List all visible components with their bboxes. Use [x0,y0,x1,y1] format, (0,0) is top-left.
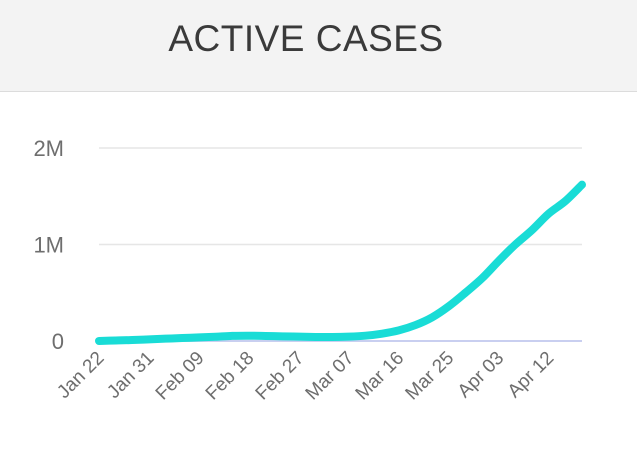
chart-title: ACTIVE CASES [168,18,444,59]
x-tick-label: Jan 22 [53,348,108,403]
gridlines [99,147,582,342]
x-tick-label: Feb 18 [202,348,259,405]
y-tick-label: 2M [33,136,64,161]
y-tick-label: 0 [52,329,64,354]
x-tick-label: Feb 27 [252,348,309,405]
series-lines [95,180,586,345]
x-tick-label: Jan 31 [103,348,158,403]
x-tick-label: Mar 25 [402,348,459,405]
active-cases-line [95,180,586,345]
chart-header: ACTIVE CASES [0,0,637,92]
x-tick-label: Mar 16 [352,348,409,405]
x-tick-label: Feb 09 [152,348,209,405]
y-axis-ticks: 0 1M 2M [33,136,64,354]
x-tick-label: Apr 12 [504,348,558,402]
x-tick-label: Apr 03 [454,348,508,402]
y-tick-label: 1M [33,233,64,258]
x-tick-label: Mar 07 [302,348,359,405]
